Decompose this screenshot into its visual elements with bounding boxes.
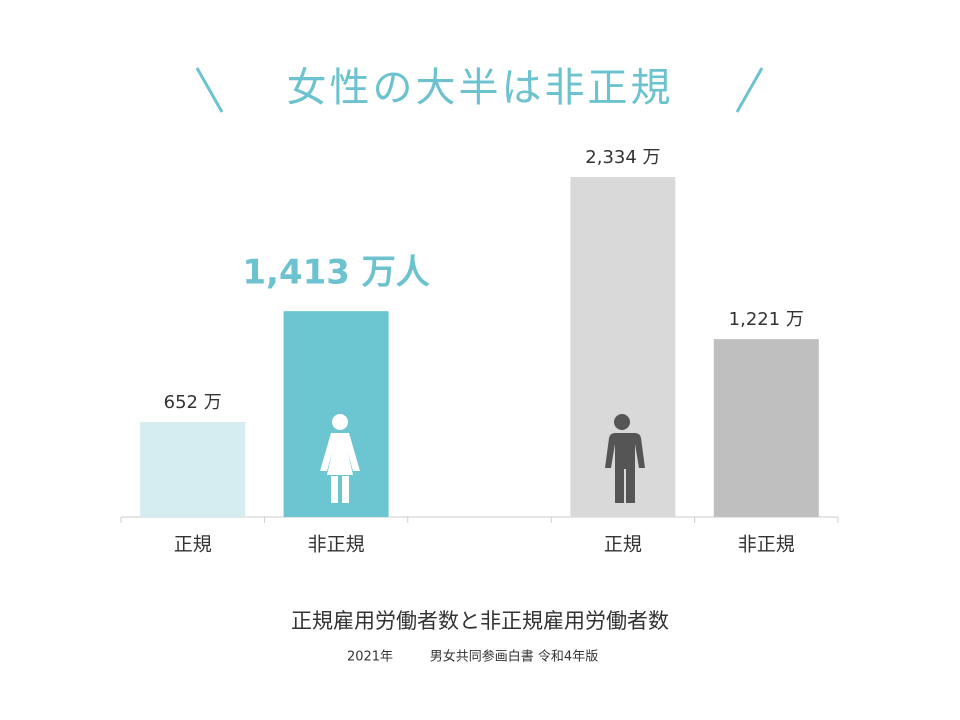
bar xyxy=(140,422,246,517)
value-label: 2,334 万 xyxy=(585,147,660,168)
value-label: 1,413 万人 xyxy=(242,253,429,293)
female-icon xyxy=(320,414,360,503)
chart-title: 女性の大半は非正規 xyxy=(287,65,674,111)
x-tick-label: 正規 xyxy=(174,534,212,556)
x-tick-label: 非正規 xyxy=(738,534,795,556)
value-label: 1,221 万 xyxy=(729,309,804,330)
x-tick-label: 正規 xyxy=(604,534,642,556)
source-year: 2021年 xyxy=(347,650,393,665)
title-deco xyxy=(195,67,224,113)
x-tick-label: 非正規 xyxy=(308,534,365,556)
title-deco xyxy=(735,67,764,113)
icons xyxy=(320,414,645,503)
caption: 正規雇用労働者数と非正規雇用労働者数 xyxy=(291,609,669,633)
value-label: 652 万 xyxy=(164,392,222,413)
source: 男女共同参画白書 令和4年版 xyxy=(430,649,598,665)
bar xyxy=(713,339,819,517)
male-icon xyxy=(605,414,645,503)
